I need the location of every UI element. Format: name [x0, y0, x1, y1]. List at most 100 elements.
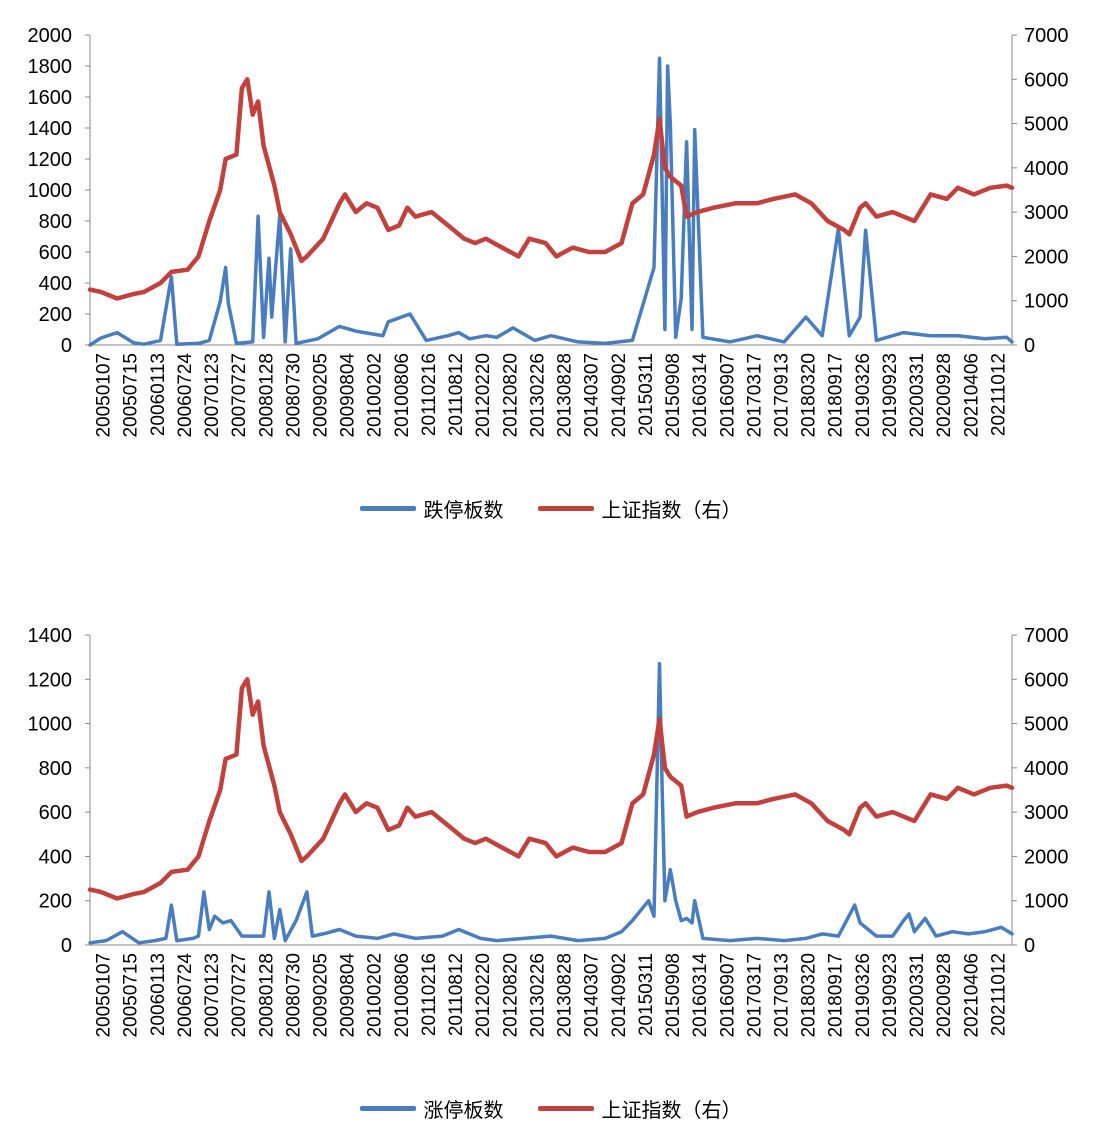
limit-up-index-line — [87, 677, 1015, 901]
limit-down-right-tick-label: 6000 — [1024, 69, 1069, 91]
limit-up-x-tick-label: 20160907 — [717, 953, 738, 1038]
limit-down-left-tick-label: 1400 — [28, 118, 73, 140]
limit-down-x-tick-label: 20180917 — [826, 353, 847, 438]
limit-down-right-tick-label: 4000 — [1024, 158, 1069, 180]
limit-down-x-tick-label: 20080730 — [283, 353, 304, 438]
limit-down-left-tick-label: 1200 — [28, 149, 73, 171]
limit-down-left-tick-label: 400 — [39, 273, 72, 295]
limit-down-x-tick-label: 20130226 — [527, 353, 548, 438]
limit-down-x-tick-label: 20200331 — [907, 353, 928, 438]
limit-up-x-tick-label: 20050107 — [94, 953, 115, 1038]
limit-down-left-tick-label: 600 — [39, 242, 72, 264]
limit-up-x-tick-label: 20090205 — [311, 953, 332, 1038]
limit-up-count-line — [88, 662, 1014, 945]
limit-down-right-tick-label: 2000 — [1024, 246, 1069, 268]
limit-down-count-line — [88, 56, 1014, 347]
limit-down-right-tick-label: 3000 — [1024, 202, 1069, 224]
legend-label-index: 上证指数（右） — [601, 498, 742, 522]
legend-label-index: 上证指数（右） — [601, 1098, 742, 1122]
legend-swatch-red — [537, 506, 594, 511]
limit-up-right-tick-label: 0 — [1024, 935, 1035, 957]
limit-down-x-tick-label: 20070727 — [229, 353, 250, 438]
limit-up-x-tick-label: 20200928 — [934, 953, 955, 1038]
limit-up-chart-plot: 0 200 400 600 800 1000 1200 1400 0 1000 2000 3000 40… — [28, 625, 1069, 1038]
limit-down-x-tick-label: 20210406 — [961, 353, 982, 438]
legend-label-limit-up: 涨停板数 — [423, 1098, 504, 1122]
limit-down-chart: 0 200 400 600 800 1000 1200 1400 1600 1800 2000 0 10… — [0, 0, 1101, 560]
limit-down-x-tick-label: 20110216 — [419, 353, 440, 436]
limit-up-x-tick-label: 20100806 — [392, 953, 413, 1038]
limit-down-x-tick-label: 20090804 — [338, 353, 359, 438]
limit-down-x-tick-label: 20170317 — [744, 353, 765, 438]
limit-down-x-tick-label: 20190326 — [853, 353, 874, 438]
limit-up-x-tick-label: 20070727 — [229, 953, 250, 1038]
limit-down-x-tick-label: 20080128 — [256, 353, 277, 438]
limit-down-right-tick-label: 0 — [1024, 335, 1035, 357]
limit-up-right-tick-label: 3000 — [1024, 802, 1069, 824]
limit-down-x-tick-label: 20160314 — [690, 353, 711, 438]
limit-up-x-tick-label: 20160314 — [690, 953, 711, 1038]
limit-up-x-tick-label: 20200331 — [907, 953, 928, 1038]
limit-down-x-tick-label: 20211012 — [988, 353, 1009, 436]
limit-down-x-tick-label: 20060724 — [175, 353, 196, 438]
limit-down-x-tick-label: 20150908 — [663, 353, 684, 438]
limit-up-x-tick-label: 20070123 — [202, 953, 223, 1038]
limit-down-x-tick-label: 20200928 — [934, 353, 955, 438]
limit-up-right-tick-label: 2000 — [1024, 846, 1069, 868]
limit-up-x-tick-label: 20150311 — [636, 953, 657, 1036]
limit-up-x-tick-label: 20050715 — [121, 953, 142, 1038]
limit-down-right-tick-label: 5000 — [1024, 114, 1069, 136]
limit-up-x-tick-label: 20170913 — [772, 953, 793, 1038]
limit-up-legend: 涨停板数 上证指数（右） — [0, 1094, 1101, 1123]
limit-down-x-tick-label: 20070123 — [202, 353, 223, 438]
limit-up-left-tick-label: 1400 — [28, 625, 73, 647]
limit-up-x-tick-label: 20150908 — [663, 953, 684, 1038]
limit-up-x-tick-label: 20130226 — [527, 953, 548, 1038]
limit-up-right-tick-label: 5000 — [1024, 714, 1069, 736]
limit-up-x-tick-label: 20120220 — [473, 953, 494, 1038]
limit-up-x-tick-label: 20180320 — [799, 953, 820, 1038]
limit-down-left-tick-label: 2000 — [28, 25, 73, 47]
limit-up-x-tick-label: 20210406 — [961, 953, 982, 1038]
limit-down-x-tick-label: 20160907 — [717, 353, 738, 438]
limit-up-x-tick-label: 20060724 — [175, 953, 196, 1038]
limit-up-right-tick-label: 4000 — [1024, 758, 1069, 780]
limit-up-left-tick-label: 600 — [39, 802, 72, 824]
legend-swatch-blue — [359, 506, 416, 511]
limit-down-x-tick-label: 20170913 — [772, 353, 793, 438]
limit-up-left-tick-label: 400 — [39, 846, 72, 868]
legend-swatch-red — [537, 1106, 594, 1111]
limit-up-x-tick-label: 20110216 — [419, 953, 440, 1036]
limit-down-x-tick-label: 20050715 — [121, 353, 142, 438]
limit-up-x-tick-label: 20110812 — [446, 953, 467, 1036]
limit-down-index-line — [87, 77, 1015, 301]
legend-label-limit-down: 跌停板数 — [423, 498, 504, 522]
limit-down-x-tick-label: 20150311 — [636, 353, 657, 436]
limit-up-x-tick-label: 20180917 — [826, 953, 847, 1038]
limit-up-left-tick-label: 0 — [61, 935, 72, 957]
limit-down-x-tick-label: 20100806 — [392, 353, 413, 438]
limit-up-right-tick-label: 7000 — [1024, 625, 1069, 647]
limit-down-x-tick-label: 20100202 — [365, 353, 386, 438]
limit-down-x-tick-label: 20050107 — [94, 353, 115, 438]
limit-up-x-tick-label: 20100202 — [365, 953, 386, 1038]
limit-up-right-tick-label: 6000 — [1024, 669, 1069, 691]
limit-down-left-tick-label: 1800 — [28, 56, 73, 78]
limit-up-x-tick-label: 20170317 — [744, 953, 765, 1038]
limit-down-x-tick-label: 20140902 — [609, 353, 630, 438]
limit-down-left-tick-label: 1000 — [28, 180, 73, 202]
limit-up-chart: 0 200 400 600 800 1000 1200 1400 0 1000 2000 3000 40… — [0, 600, 1101, 1137]
limit-up-x-tick-label: 20090804 — [338, 953, 359, 1038]
limit-down-right-tick-label: 1000 — [1024, 291, 1069, 313]
limit-up-x-tick-label: 20190923 — [880, 953, 901, 1038]
legend-item-limit-up: 涨停板数 — [359, 1094, 504, 1123]
limit-down-x-tick-label: 20140307 — [582, 353, 603, 438]
limit-up-left-tick-label: 200 — [39, 891, 72, 913]
limit-down-x-tick-label: 20110812 — [446, 353, 467, 436]
limit-down-legend: 跌停板数 上证指数（右） — [0, 494, 1101, 523]
limit-up-x-tick-label: 20080730 — [283, 953, 304, 1038]
limit-down-right-tick-label: 7000 — [1024, 25, 1069, 47]
limit-up-right-tick-label: 1000 — [1024, 891, 1069, 913]
limit-down-x-tick-label: 20090205 — [311, 353, 332, 438]
legend-item-index: 上证指数（右） — [537, 494, 742, 523]
